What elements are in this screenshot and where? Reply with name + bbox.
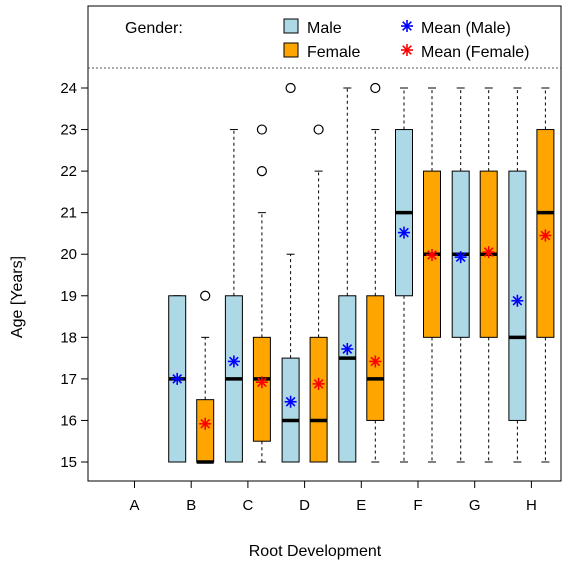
box-male-B <box>168 295 187 463</box>
box-body <box>196 399 215 463</box>
box-female-B <box>196 290 215 464</box>
y-tick-label: 23 <box>60 122 77 139</box>
mean-marker-stroke <box>172 374 183 384</box>
mean-female-marker <box>369 355 382 368</box>
mean-marker-stroke <box>285 396 296 407</box>
mean-male-marker <box>341 342 354 355</box>
box-body <box>338 295 357 463</box>
legend-male-swatch <box>283 18 299 34</box>
plot-frame <box>87 5 562 482</box>
mean-male-marker <box>511 294 524 307</box>
x-tick-label: D <box>299 497 310 514</box>
box-male-F <box>395 87 413 463</box>
mean-marker-stroke <box>257 377 267 388</box>
y-axis-title: Age [Years] <box>9 256 26 338</box>
outlier-point <box>256 166 267 177</box>
box-female-F <box>423 87 441 463</box>
y-tick-label: 18 <box>60 329 77 346</box>
box-male-D <box>281 82 300 463</box>
mean-marker-stroke <box>313 379 324 389</box>
box-female-G <box>479 87 498 463</box>
y-tick-label: 16 <box>60 412 77 429</box>
box-male-G <box>451 87 470 463</box>
legend-title: Gender: <box>125 20 183 37</box>
box-male-H <box>508 87 527 463</box>
mean-female-marker <box>199 417 212 430</box>
box-female-E <box>366 82 385 463</box>
mean-marker-stroke <box>483 247 494 258</box>
x-tick-label: E <box>356 497 366 514</box>
y-tick-label: 19 <box>60 288 77 305</box>
legend-mean-female-label: Mean (Female) <box>421 44 529 61</box>
mean-female-marker <box>539 229 552 242</box>
box-female-D <box>309 124 328 463</box>
mean-marker-stroke <box>427 250 437 260</box>
x-tick-label: F <box>413 497 422 514</box>
outlier-point <box>285 82 296 94</box>
x-tick-label: A <box>129 497 139 514</box>
box-male-E <box>338 87 357 463</box>
mean-marker-stroke <box>229 356 239 367</box>
outlier-point <box>200 290 211 301</box>
y-tick-label: 17 <box>60 371 77 388</box>
mean-female-marker <box>255 376 268 389</box>
mean-male-marker <box>454 251 467 264</box>
mean-female-marker <box>426 249 438 262</box>
legend-mean-male-marker <box>401 20 413 32</box>
mean-marker-stroke <box>540 230 551 241</box>
mean-male-marker <box>284 395 297 408</box>
y-tick-label: 21 <box>60 205 77 222</box>
x-axis: A B C D E F G H <box>129 481 537 514</box>
legend-mean-male-label: Mean (Male) <box>421 20 511 37</box>
outlier-point <box>256 124 267 135</box>
y-tick-label: 20 <box>60 246 77 263</box>
legend: Gender: Male Female Mean (Male) Mean (Fe… <box>125 18 529 61</box>
mean-marker-stroke <box>455 252 466 262</box>
outlier-point <box>313 124 324 135</box>
x-tick-label: C <box>242 497 253 514</box>
box-body <box>309 336 328 463</box>
mean-marker-stroke <box>370 356 381 367</box>
y-axis: 15 16 17 18 19 20 21 22 23 24 <box>60 80 88 471</box>
mean-male-marker <box>171 372 184 385</box>
legend-male-label: Male <box>307 20 342 37</box>
box-female-C <box>252 124 271 463</box>
legend-mean-female-marker <box>401 44 413 56</box>
y-tick-label: 15 <box>60 454 77 471</box>
boxes <box>168 82 555 464</box>
x-tick-label: H <box>526 497 537 514</box>
mean-female-marker <box>482 246 495 259</box>
y-tick-label: 22 <box>60 163 77 180</box>
box-female-H <box>536 87 555 463</box>
mean-male-marker <box>398 226 410 239</box>
mean-male-marker <box>227 355 240 368</box>
x-tick-label: G <box>469 497 481 514</box>
mean-marker-stroke <box>342 344 353 354</box>
y-tick-label: 24 <box>60 80 77 97</box>
legend-female-label: Female <box>307 44 360 61</box>
box-body <box>281 357 300 463</box>
mean-marker-stroke <box>512 295 523 306</box>
box-male-C <box>224 129 243 463</box>
outlier-point <box>370 82 381 94</box>
mean-marker-stroke <box>200 418 211 429</box>
legend-female-swatch <box>283 42 299 58</box>
x-tick-label: B <box>186 497 196 514</box>
mean-female-marker <box>312 377 325 390</box>
x-axis-title: Root Development <box>249 543 382 560</box>
mean-marker-stroke <box>399 227 409 238</box>
box-body <box>252 336 271 442</box>
